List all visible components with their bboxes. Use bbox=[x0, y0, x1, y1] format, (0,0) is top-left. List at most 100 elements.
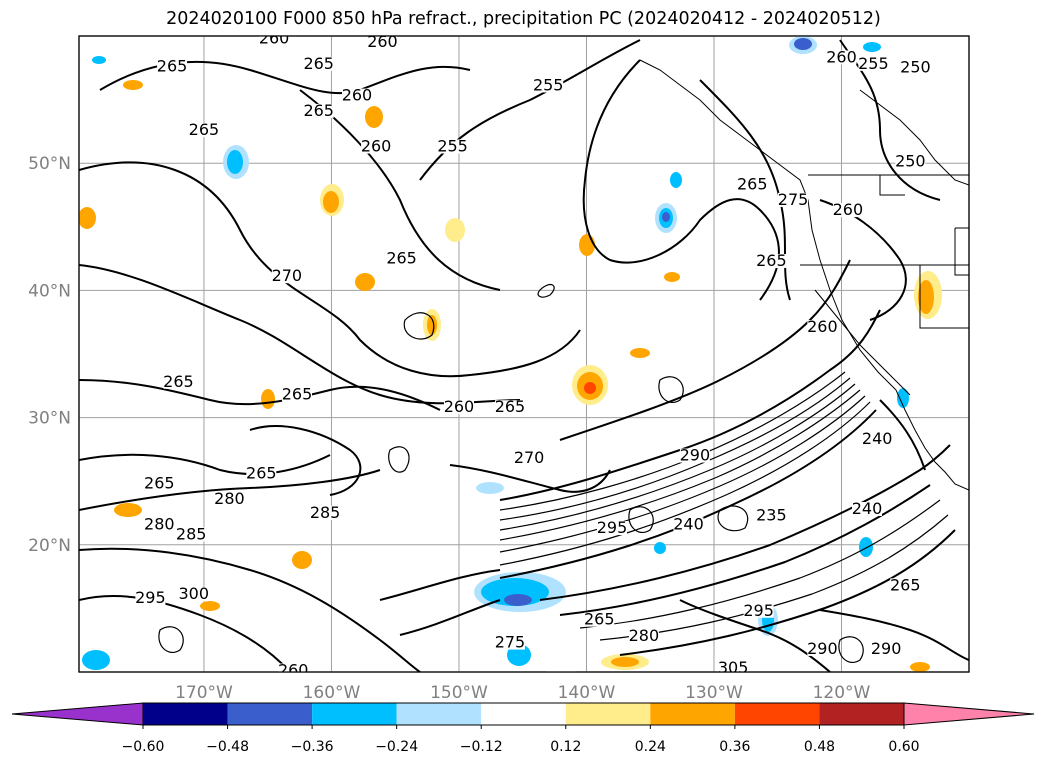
contour-label: 260 bbox=[807, 317, 838, 336]
contour-label-background bbox=[832, 203, 863, 218]
contour-label: 295 bbox=[597, 518, 628, 537]
colorbar-cell bbox=[227, 703, 313, 725]
contour-label-background bbox=[737, 177, 768, 192]
colorbar-ticks: −0.60 −0.48 −0.36 −0.24 −0.12 0.12 0.24 0.36 0.4… bbox=[122, 725, 920, 755]
contour-label: 280 bbox=[214, 489, 245, 508]
contour-label-background bbox=[278, 663, 309, 672]
contour-label: 265 bbox=[157, 56, 188, 75]
colorbar-tick-label: −0.60 bbox=[122, 739, 165, 755]
colorbar-cell bbox=[819, 703, 904, 725]
contour-label: 285 bbox=[310, 503, 341, 522]
latitude-label: 30°N bbox=[28, 409, 71, 429]
contour-label-background bbox=[135, 591, 166, 606]
longitude-label: 160°W bbox=[303, 683, 361, 703]
contour-label: 265 bbox=[163, 372, 194, 391]
contour-label: 250 bbox=[900, 58, 931, 77]
colorbar-cell bbox=[143, 703, 228, 725]
colorbar: −0.60 −0.48 −0.36 −0.24 −0.12 0.12 0.24 0.36 0.4… bbox=[11, 702, 1035, 755]
contour-label-background bbox=[341, 88, 372, 103]
contour-label-background bbox=[584, 612, 615, 627]
colorbar-tick-label: 0.36 bbox=[719, 739, 750, 755]
contour-label: 270 bbox=[272, 266, 303, 285]
contour-label: 290 bbox=[807, 639, 838, 658]
colorbar-tick-label: 0.24 bbox=[635, 739, 666, 755]
contour-label-background bbox=[826, 50, 857, 65]
contour-label: 260 bbox=[278, 661, 309, 680]
contour-label-background bbox=[246, 466, 277, 481]
contour-label: 265 bbox=[584, 610, 615, 629]
colorbar-cell bbox=[312, 703, 397, 725]
contour-label-background bbox=[596, 521, 627, 536]
contour-label-background bbox=[176, 527, 207, 542]
contour-label: 250 bbox=[895, 152, 926, 171]
contour-label-background bbox=[303, 56, 334, 71]
contour-label-background bbox=[494, 635, 525, 650]
longitude-labels: 170°W 160°W 150°W 140°W 130°W 120°W bbox=[175, 683, 870, 703]
colorbar-cell bbox=[650, 703, 735, 725]
contour-label: 265 bbox=[303, 101, 334, 120]
latitude-labels: 50°N 40°N 30°N 20°N bbox=[28, 154, 71, 556]
contour-label: 265 bbox=[189, 120, 220, 139]
contour-label-background bbox=[514, 451, 545, 466]
contour-label: 260 bbox=[826, 47, 857, 66]
longitude-label: 150°W bbox=[430, 683, 488, 703]
contour-label: 295 bbox=[135, 588, 166, 607]
contour-label: 300 bbox=[178, 584, 209, 603]
colorbar-extend-low bbox=[11, 702, 144, 726]
longitude-label: 120°W bbox=[813, 683, 871, 703]
contour-label: 260 bbox=[342, 86, 373, 105]
colorbar-cell bbox=[565, 703, 651, 725]
contour-label-background bbox=[494, 400, 525, 415]
contour-label: 240 bbox=[673, 514, 704, 533]
contour-label-background bbox=[144, 517, 175, 532]
contour-label: 280 bbox=[629, 626, 660, 645]
contour-label: 265 bbox=[303, 54, 334, 73]
contour-label-background bbox=[807, 320, 838, 335]
contour-label: 270 bbox=[514, 448, 545, 467]
contour-label: 255 bbox=[533, 75, 564, 94]
contour-label: 260 bbox=[367, 32, 398, 51]
contour-label-background bbox=[282, 387, 313, 402]
contour-label-background bbox=[679, 448, 710, 463]
contour-label: 235 bbox=[756, 505, 787, 524]
colorbar-cell bbox=[481, 703, 566, 725]
contour-label: 265 bbox=[246, 463, 277, 482]
colorbar-extend-high bbox=[903, 702, 1035, 726]
contour-label-background bbox=[743, 603, 774, 618]
contour-label-background bbox=[271, 269, 302, 284]
contour-label-background bbox=[157, 59, 188, 74]
contour-label-background bbox=[628, 629, 659, 644]
contour-label-background bbox=[807, 641, 838, 656]
contour-label: 285 bbox=[176, 524, 207, 543]
contour-label: 280 bbox=[144, 514, 175, 533]
graticule bbox=[79, 36, 969, 672]
latitude-label: 40°N bbox=[28, 281, 71, 301]
contour-label: 255 bbox=[858, 54, 889, 73]
contour-label: 290 bbox=[680, 446, 711, 465]
contour-label-background bbox=[144, 476, 175, 491]
contour-label-background bbox=[890, 578, 921, 593]
map-border bbox=[78, 35, 970, 673]
contour-label-background bbox=[756, 508, 787, 523]
contour-label-background bbox=[895, 154, 926, 169]
longitude-label: 130°W bbox=[685, 683, 743, 703]
contour-label: 265 bbox=[890, 575, 921, 594]
coastlines bbox=[639, 59, 969, 491]
contour-label-background bbox=[756, 253, 787, 268]
contour-label-background bbox=[361, 139, 392, 154]
longitude-label: 140°W bbox=[558, 683, 616, 703]
contour-label-background bbox=[259, 36, 290, 46]
colorbar-tick-label: 0.48 bbox=[804, 739, 835, 755]
contour-label-background bbox=[862, 432, 893, 447]
contour-label-background bbox=[214, 491, 245, 506]
contour-label: 255 bbox=[437, 136, 468, 155]
contour-label-background bbox=[437, 139, 468, 154]
latitude-label: 50°N bbox=[28, 154, 71, 174]
contour-label: 275 bbox=[495, 633, 526, 652]
contour-label: 265 bbox=[737, 175, 768, 194]
contour-label: 265 bbox=[386, 248, 417, 267]
contour-label: 260 bbox=[833, 200, 864, 219]
precipitation-shading bbox=[79, 36, 942, 672]
